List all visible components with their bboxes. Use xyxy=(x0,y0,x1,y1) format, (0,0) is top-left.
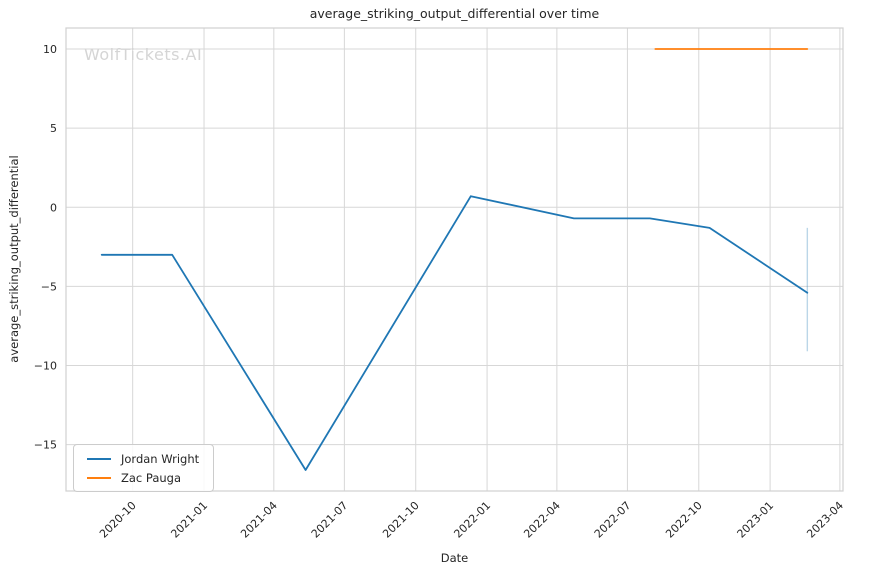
x-tick-label: 2021-01 xyxy=(168,499,210,541)
axes-border xyxy=(65,27,844,492)
legend-item-zac-pauga: Zac Pauga xyxy=(87,469,199,486)
y-tick-label: 5 xyxy=(50,122,57,135)
series-line-jordan-wright xyxy=(100,195,809,471)
watermark: WolfTickets.AI xyxy=(84,45,203,64)
x-tick-label: 2022-01 xyxy=(451,499,493,541)
legend-item-jordan-wright: Jordan Wright xyxy=(87,450,199,467)
legend: Jordan Wright Zac Pauga xyxy=(73,444,215,492)
x-tick-label: 2021-07 xyxy=(309,499,351,541)
x-tick-label: 2022-10 xyxy=(663,499,705,541)
y-tick-label: −15 xyxy=(34,439,57,452)
x-tick-label: 2020-10 xyxy=(97,499,139,541)
y-axis-label: average_striking_output_differential xyxy=(7,155,21,363)
x-tick-label: 2021-10 xyxy=(380,499,422,541)
x-tick-label: 2023-04 xyxy=(804,499,846,541)
chart-title: average_striking_output_differential ove… xyxy=(309,6,600,21)
y-tick-label: −10 xyxy=(34,360,57,373)
y-tick-label: 0 xyxy=(50,201,57,214)
legend-label-zac-pauga: Zac Pauga xyxy=(121,470,182,485)
x-tick-label: 2022-07 xyxy=(592,499,634,541)
x-tick-label: 2021-04 xyxy=(238,499,280,541)
y-tick-label: −5 xyxy=(41,280,57,293)
legend-line-swatch-blue xyxy=(87,457,111,460)
legend-label-jordan-wright: Jordan Wright xyxy=(121,451,200,466)
x-axis-label: Date xyxy=(440,551,469,565)
x-tick-label: 2022-04 xyxy=(521,499,563,541)
legend-line-swatch-orange xyxy=(87,476,111,479)
y-tick-label: 10 xyxy=(43,43,57,56)
x-tick-label: 2023-01 xyxy=(735,499,777,541)
